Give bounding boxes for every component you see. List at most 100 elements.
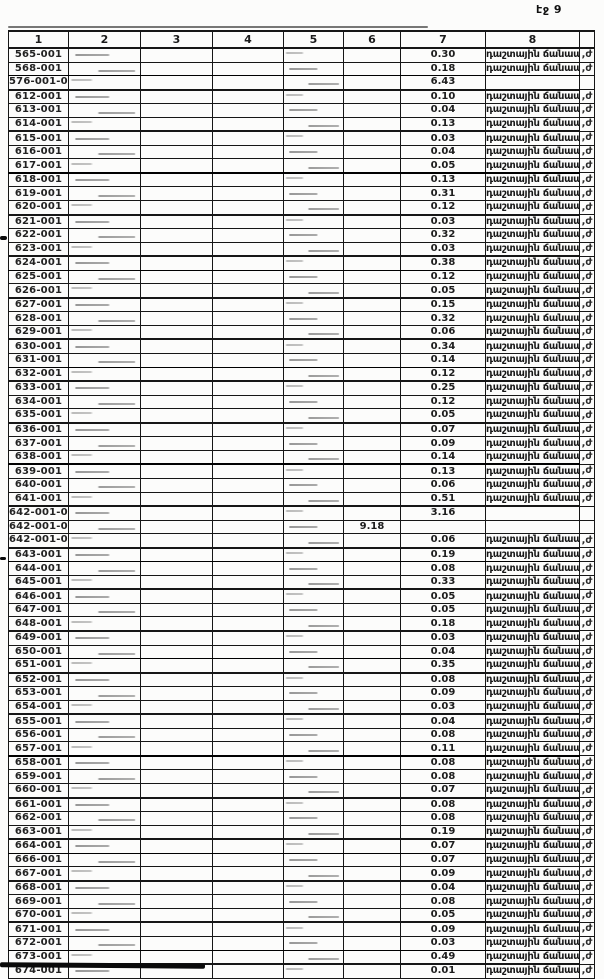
edge-fragment: ,ժ [579, 644, 595, 660]
value-cell: 0.32 [400, 311, 486, 326]
empty-cell [140, 838, 213, 854]
empty-cell [343, 894, 401, 909]
empty-cell [343, 547, 401, 563]
empty-cell [283, 200, 344, 216]
edge-fragment: ,ժ [579, 353, 595, 368]
empty-cell [140, 241, 213, 258]
code-cell: 668-001 [8, 880, 69, 896]
empty-cell [343, 366, 401, 383]
empty-cell [212, 533, 284, 549]
empty-cell [68, 519, 141, 535]
empty-cell [140, 644, 213, 660]
empty-cell [283, 491, 344, 508]
empty-cell [212, 755, 284, 771]
empty-cell [212, 297, 284, 313]
empty-cell [212, 866, 284, 882]
empty-cell [212, 324, 284, 341]
edge-fragment: ,ժ [579, 713, 595, 729]
empty-cell [283, 547, 344, 563]
empty-cell [283, 144, 344, 160]
road-type-cell: դաշտային ճանապարհ [485, 880, 580, 896]
edge-fragment: ,ժ [579, 616, 595, 632]
empty-cell [140, 116, 213, 133]
empty-cell [212, 727, 284, 743]
empty-cell [212, 241, 284, 258]
empty-cell [343, 533, 401, 549]
empty-cell [283, 228, 344, 243]
edge-fragment: ,ժ [579, 116, 595, 132]
empty-cell [343, 394, 401, 410]
empty-cell [140, 811, 213, 826]
edge-fragment: ,ժ [579, 172, 595, 188]
value-cell: 0.07 [400, 782, 486, 799]
empty-cell [343, 408, 401, 424]
road-type-cell: դաշտային ճանապարհ [485, 311, 580, 326]
empty-cell [212, 963, 284, 979]
code-cell: 662-001 [8, 811, 69, 826]
code-cell: 635-001 [8, 408, 69, 424]
value-cell: 0.05 [400, 588, 486, 604]
edge-fragment: ,ժ [579, 949, 595, 965]
empty-cell [212, 353, 284, 368]
empty-cell [283, 130, 344, 146]
empty-cell [343, 200, 401, 216]
road-type-cell: դաշտային ճանապարհ [485, 727, 580, 743]
col-header-2: 2 [68, 30, 141, 49]
empty-cell [343, 838, 401, 854]
empty-cell [212, 907, 284, 924]
empty-cell [212, 366, 284, 383]
empty-cell [212, 921, 284, 938]
empty-cell [283, 533, 344, 549]
edge-fragment: ,ժ [579, 186, 595, 201]
value-cell: 0.05 [400, 158, 486, 174]
margin-spacer [579, 30, 595, 49]
empty-cell [140, 658, 213, 674]
value-cell: 0.10 [400, 89, 486, 105]
empty-cell [212, 47, 284, 63]
value-cell: 3.16 [400, 505, 486, 521]
empty-cell [283, 630, 344, 646]
empty-cell [68, 297, 141, 313]
edge-fragment: ,ժ [579, 449, 595, 465]
road-type-cell: դաշտային ճանապարհ [485, 158, 580, 174]
road-type-cell: դաշտային ճանապարհ [485, 658, 580, 674]
col-header-7: 7 [400, 30, 486, 49]
road-type-cell: դաշտային ճանապարհ [485, 907, 580, 924]
road-type-cell: դաշտային ճանապարհ [485, 214, 580, 230]
empty-cell [283, 797, 344, 813]
col-header-6: 6 [343, 30, 401, 49]
road-type-cell: դաշտային ճանապարհ [485, 741, 580, 757]
code-cell: 643-001 [8, 547, 69, 563]
empty-cell [343, 963, 401, 979]
empty-cell [68, 949, 141, 966]
empty-cell [283, 769, 344, 784]
code-cell: 565-001 [8, 47, 69, 63]
empty-cell [212, 436, 284, 451]
value-cell: 0.06 [400, 324, 486, 341]
empty-cell [343, 311, 401, 326]
code-cell: 627-001 [8, 297, 69, 313]
empty-cell [283, 61, 344, 77]
empty-cell [68, 533, 141, 549]
edge-fragment: ,ժ [579, 630, 595, 646]
road-type-cell: դաշտային ճանապարհ [485, 616, 580, 632]
code-cell: 647-001 [8, 602, 69, 618]
empty-cell [140, 172, 213, 188]
empty-cell [140, 366, 213, 383]
empty-cell [283, 324, 344, 341]
empty-cell [400, 519, 486, 535]
empty-cell [68, 144, 141, 160]
empty-cell [343, 436, 401, 451]
